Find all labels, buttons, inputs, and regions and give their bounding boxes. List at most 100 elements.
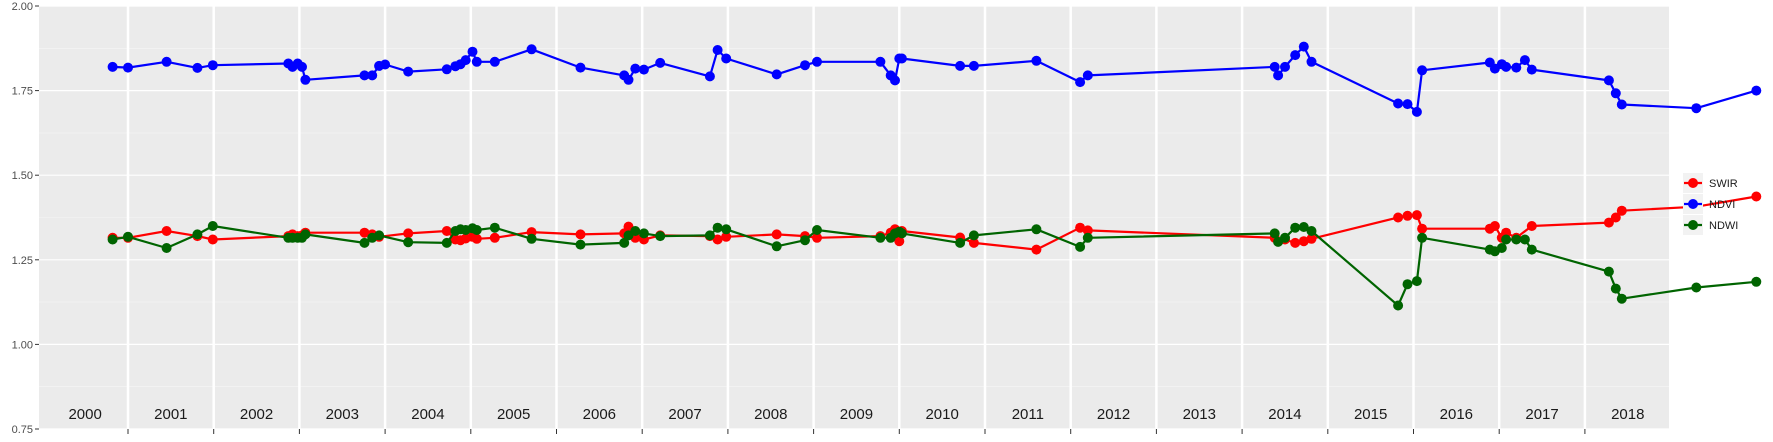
- data-point: [1269, 61, 1280, 72]
- year-label: 2005: [497, 406, 530, 423]
- data-point: [896, 228, 907, 239]
- series-ndvi: [107, 41, 1762, 117]
- legend-key-point: [1688, 220, 1698, 230]
- year-label: 2007: [668, 406, 701, 423]
- data-point: [1290, 222, 1301, 233]
- data-point: [1417, 223, 1428, 234]
- data-point: [359, 70, 370, 81]
- data-point: [721, 231, 732, 242]
- data-point: [1082, 70, 1093, 81]
- data-point: [630, 63, 641, 74]
- data-point: [1526, 244, 1537, 255]
- data-point: [704, 71, 715, 82]
- year-label: 2012: [1097, 406, 1130, 423]
- data-point: [1031, 224, 1042, 235]
- year-label: 2014: [1268, 406, 1301, 423]
- data-point: [771, 69, 782, 80]
- data-point: [890, 75, 900, 86]
- data-point: [1751, 85, 1762, 96]
- data-point: [1616, 99, 1627, 110]
- data-point: [1290, 237, 1301, 248]
- data-point: [441, 226, 452, 236]
- data-point: [207, 60, 218, 71]
- year-label: 2002: [240, 406, 273, 423]
- data-point: [1519, 55, 1530, 66]
- year-label: 2000: [68, 406, 101, 423]
- data-point: [1411, 210, 1422, 221]
- data-point: [526, 233, 537, 244]
- data-point: [403, 228, 414, 239]
- data-point: [1616, 205, 1627, 216]
- data-point: [771, 241, 782, 252]
- data-point: [367, 70, 378, 81]
- data-point: [712, 45, 723, 55]
- data-point: [1402, 210, 1413, 221]
- data-point: [1417, 232, 1428, 243]
- year-label: 2010: [925, 406, 958, 423]
- year-label: 2011: [1012, 406, 1044, 423]
- data-point: [638, 64, 649, 75]
- data-point: [655, 231, 666, 242]
- data-point: [1290, 50, 1301, 61]
- data-point: [968, 230, 979, 241]
- y-tick-label: 1.00: [12, 339, 33, 351]
- data-point: [575, 239, 586, 250]
- data-point: [1511, 234, 1522, 245]
- year-label: 2016: [1440, 406, 1473, 423]
- data-point: [107, 234, 118, 245]
- data-point: [1603, 266, 1614, 277]
- data-point: [1269, 228, 1280, 239]
- x-axis: 2000 2001 2002 2003 2004 2005 2006 2007 2008 2009…: [68, 406, 1644, 434]
- series-ndwi: [107, 221, 1762, 311]
- legend-label: NDWI: [1709, 220, 1738, 232]
- data-point: [403, 237, 414, 248]
- data-point: [812, 225, 822, 235]
- data-point: [1610, 212, 1621, 223]
- data-point: [875, 232, 886, 243]
- data-point: [894, 236, 905, 247]
- data-point: [1610, 283, 1621, 294]
- legend-key-point: [1688, 178, 1698, 188]
- data-point: [107, 61, 118, 72]
- data-point: [297, 61, 307, 72]
- year-label: 2001: [154, 406, 187, 423]
- data-point: [467, 46, 478, 57]
- y-tick-label: 1.25: [12, 255, 33, 267]
- data-point: [1393, 300, 1404, 311]
- data-point: [123, 231, 133, 242]
- legend-item-swir: SWIR: [1683, 173, 1738, 193]
- data-point: [489, 232, 500, 243]
- grid-lines: [39, 5, 1669, 430]
- data-point: [460, 55, 471, 66]
- data-point: [161, 56, 172, 67]
- data-point: [192, 62, 203, 73]
- year-label: 2003: [326, 406, 359, 423]
- data-point: [207, 221, 218, 231]
- data-point: [1075, 77, 1086, 88]
- data-point: [630, 226, 641, 236]
- year-label: 2013: [1183, 406, 1216, 423]
- legend-item-ndwi: NDWI: [1683, 215, 1738, 235]
- data-point: [441, 64, 452, 75]
- data-point: [1075, 222, 1086, 233]
- data-point: [1691, 103, 1702, 114]
- data-point: [471, 56, 482, 67]
- data-point: [526, 44, 537, 55]
- data-point: [1393, 212, 1404, 223]
- data-point: [1489, 221, 1500, 231]
- y-tick-label: 0.75: [12, 424, 33, 436]
- legend-label: NDVI: [1709, 199, 1735, 211]
- data-point: [1298, 236, 1309, 247]
- data-point: [300, 229, 311, 240]
- data-point: [721, 224, 732, 235]
- data-point: [403, 66, 414, 77]
- data-point: [1031, 55, 1042, 66]
- legend-label: SWIR: [1709, 178, 1738, 190]
- data-point: [161, 243, 172, 253]
- data-point: [721, 53, 732, 64]
- data-point: [1496, 243, 1507, 253]
- data-point: [812, 232, 822, 243]
- data-point: [359, 227, 370, 238]
- series-layer: [107, 41, 1762, 311]
